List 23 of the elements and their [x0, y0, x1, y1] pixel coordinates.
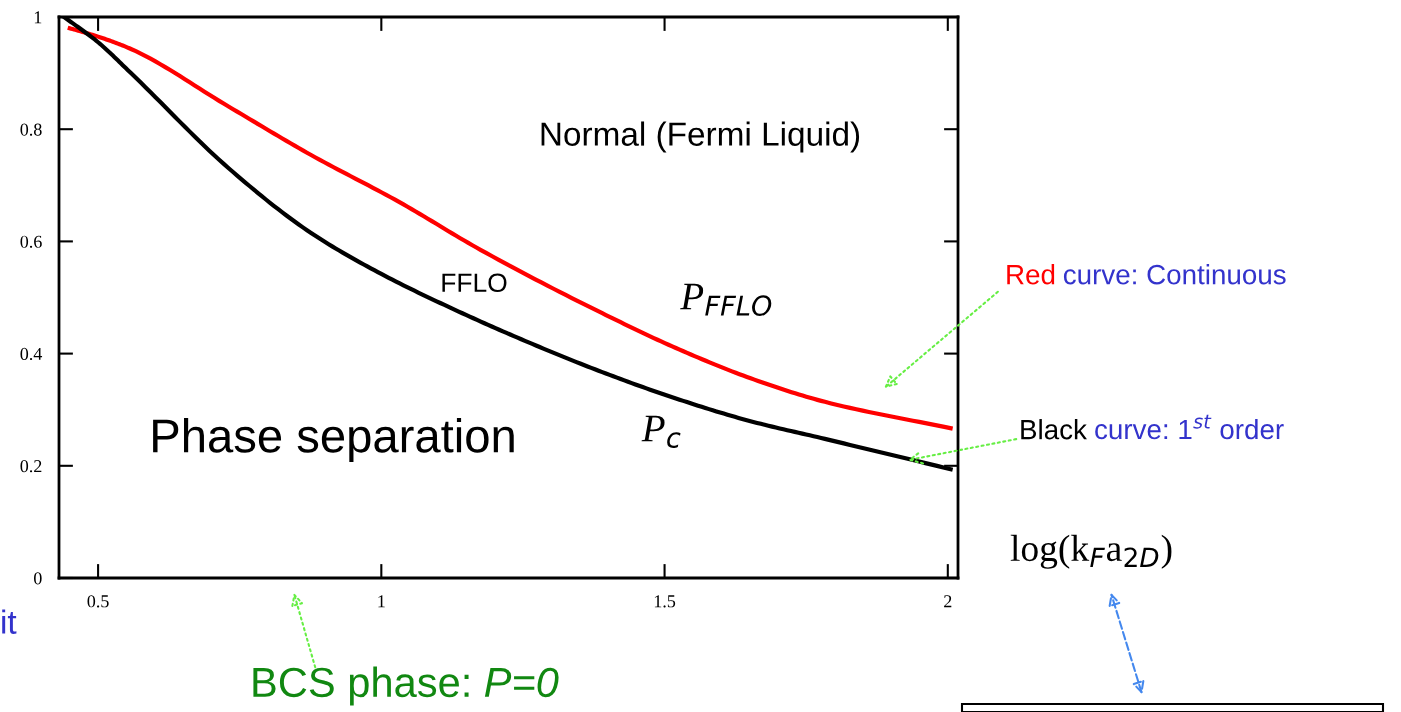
text: curve: Continuous	[1063, 264, 1286, 285]
annotation: Normal (Fermi Liquid)	[541, 121, 860, 153]
text: curve: 1$^{st}$ order	[1095, 414, 1284, 440]
text: P=0	[484, 667, 559, 698]
y-tick-label: 1	[34, 11, 42, 24]
x-tick-label: 2	[944, 595, 952, 608]
y-tick-label: 0	[33, 572, 42, 585]
text: BCS phase:	[253, 666, 469, 706]
x-tick-label: 1.5	[654, 595, 676, 608]
text: Red	[1007, 264, 1055, 285]
y-tick-label: 0.8	[20, 123, 42, 136]
x-tick-label: 1	[378, 595, 385, 608]
annotation: P$_{c}$	[641, 415, 681, 448]
y-tick-label: 0.4	[20, 347, 43, 361]
annotation: FFLO	[442, 273, 507, 293]
annotation: P$_{FFLO}$	[680, 283, 772, 316]
y-tick-label: 0.2	[20, 460, 42, 473]
text: log(k$_{F}$a$_{2D}$)	[1010, 534, 1172, 569]
x-tick-label: 0.5	[87, 595, 109, 608]
annotation: Black	[1021, 419, 1087, 440]
annotation: Phase separation	[153, 417, 514, 463]
y-tick-label: 0.6	[20, 235, 42, 248]
text: it	[2, 609, 17, 634]
